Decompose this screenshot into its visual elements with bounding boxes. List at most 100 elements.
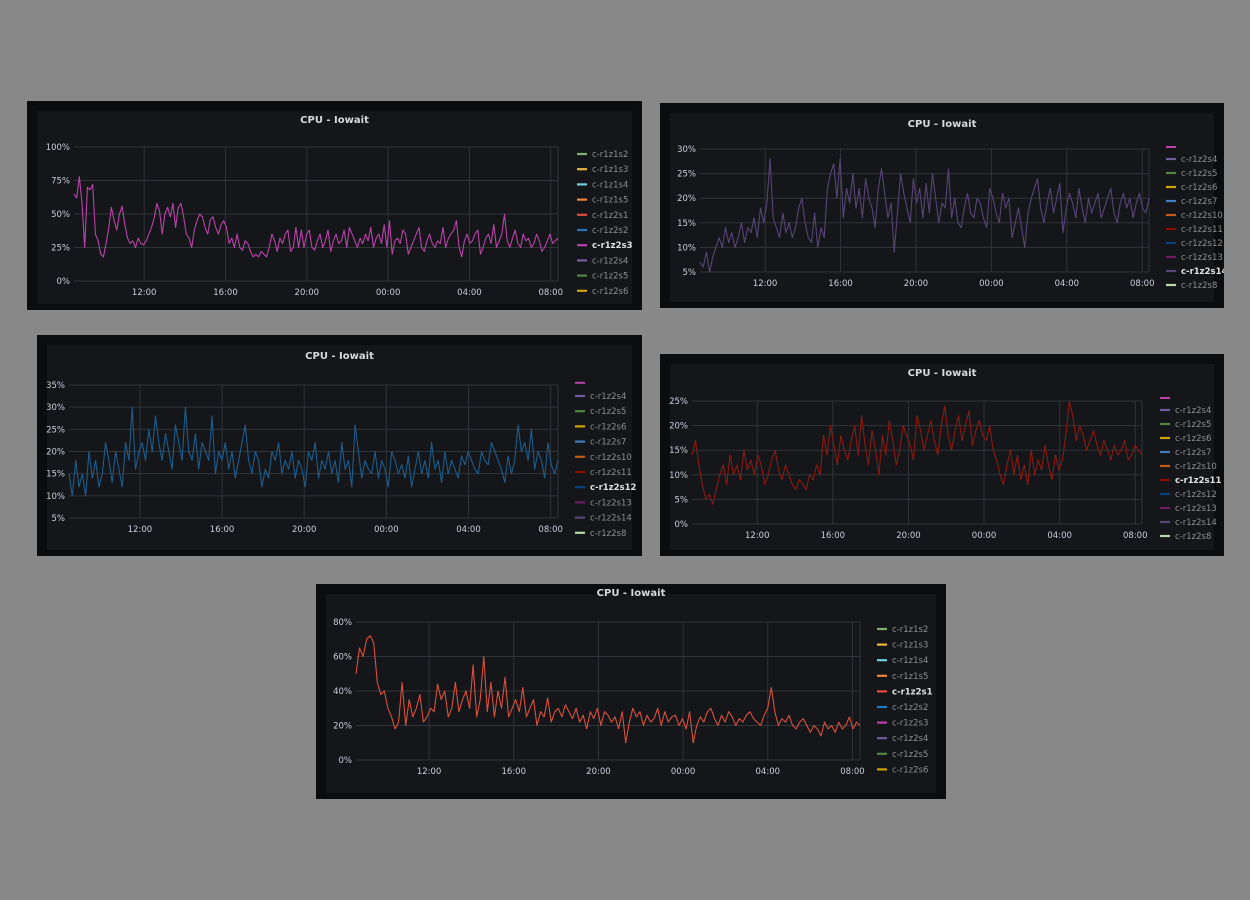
y-tick-label: 5% [52,514,66,524]
y-tick-label: 30% [46,403,65,413]
y-tick-label: 25% [46,425,65,435]
legend-item-label[interactable]: c-r1z2s6 [592,287,628,297]
legend-item-label[interactable]: c-r1z2s12 [590,483,637,493]
legend-item-label[interactable]: c-r1z2s13 [1175,504,1217,514]
y-tick-label: 15% [46,470,65,480]
legend-item-label[interactable]: c-r1z1s2 [892,625,928,635]
panel-inner [670,113,1214,302]
legend-item-label[interactable]: c-r1z2s10 [590,453,632,463]
legend-item-label[interactable]: c-r1z2s8 [1181,281,1217,291]
chart-panel-5: CPU - Iowait 0% 20% 40% 60% 80% 12:00 16:00 20:0… [316,584,946,799]
legend-item-label[interactable]: c-r1z2s10 [1175,462,1217,472]
legend-item-label[interactable]: c-r1z1s2 [592,150,628,160]
legend-item-label[interactable]: c-r1z2s6 [1181,183,1217,193]
series-line [691,400,1143,505]
legend-item-label[interactable]: c-r1z2s3 [592,241,633,251]
chart-2-svg: CPU - Iowait 5% 10% 15% 20% 25% 30% 12:00 16:00 2… [670,113,1224,302]
legend-item-label[interactable]: c-r1z2s4 [1175,406,1211,416]
y-tick-label: 100% [46,143,70,153]
legend-item-label[interactable]: c-r1z1s4 [892,656,928,666]
chart-1-svg: CPU - Iowait 0% 25% 50% 75% 100% 12:00 16:00 20:… [37,111,633,304]
chart-panel-3: CPU - Iowait 5% 10% 15% 20% 25% 30% 35% 12:00 16:… [37,335,642,556]
legend-item-label[interactable]: c-r1z2s11 [1181,225,1223,235]
panel-inner [37,111,632,304]
chart-panel-2: CPU - Iowait 5% 10% 15% 20% 25% 30% 12:00 16:00 2… [660,103,1224,308]
chart-panel-1: CPU - Iowait 0% 25% 50% 75% 100% 12:00 16:00 20:… [27,101,642,310]
legend-item-label[interactable]: c-r1z2s4 [592,256,628,266]
legend-item-label[interactable]: c-r1z2s1 [892,687,933,697]
legend-item-label[interactable]: c-r1z2s1 [592,211,628,221]
panel-inner [326,594,936,793]
legend-item-label[interactable]: c-r1z2s5 [590,407,626,417]
y-tick-label: 20% [333,722,352,732]
legend-item-label[interactable]: c-r1z2s5 [592,272,628,282]
x-tick-label: 00:00 [979,279,1004,289]
y-tick-label: 0% [57,277,71,287]
legend-item-label[interactable]: c-r1z2s12 [1181,239,1223,249]
y-tick-label: 50% [51,210,70,220]
y-tick-label: 20% [677,194,696,204]
legend-item-label[interactable]: c-r1z2s4 [1181,155,1217,165]
y-tick-label: 5% [675,495,689,505]
x-tick-label: 04:00 [456,525,481,535]
x-tick-label: 08:00 [538,525,563,535]
chart-4-svg: CPU - Iowait 0% 5% 10% 15% 20% 25% 12:00 16:00 20… [669,364,1222,550]
legend-item-label[interactable]: c-r1z2s5 [892,750,928,760]
x-tick-label: 08:00 [1130,279,1155,289]
legend-item-label[interactable]: c-r1z1s4 [592,180,628,190]
legend-item-label[interactable]: c-r1z2s12 [1175,490,1217,500]
x-tick-label: 04:00 [1055,279,1080,289]
legend-item-label[interactable]: c-r1z2s14 [1181,267,1224,277]
x-tick-label: 20:00 [896,531,921,541]
legend-item-label[interactable]: c-r1z2s2 [892,703,928,713]
y-tick-label: 80% [333,618,352,628]
y-tick-label: 15% [669,446,688,456]
legend-item-label[interactable]: c-r1z2s7 [590,438,626,448]
legend-item-label[interactable]: c-r1z2s8 [590,529,626,539]
legend-item-label[interactable]: c-r1z2s14 [590,514,632,524]
legend-item-label[interactable]: c-r1z1s3 [892,641,928,651]
legend-item-label[interactable]: c-r1z2s7 [1175,448,1211,458]
y-tick-label: 30% [677,145,696,155]
legend-item-label[interactable]: c-r1z2s4 [590,392,626,402]
y-tick-label: 25% [677,170,696,180]
series-line [699,158,1150,273]
legend-item-label[interactable]: c-r1z1s3 [592,165,628,175]
legend-item-label[interactable]: c-r1z2s6 [590,422,626,432]
y-tick-label: 15% [677,219,696,229]
chart-3-svg: CPU - Iowait 5% 10% 15% 20% 25% 30% 35% 12:00 16:… [46,345,637,550]
series-line [355,635,861,744]
y-tick-label: 75% [51,177,70,187]
legend-item-label[interactable]: c-r1z2s8 [1175,532,1211,542]
y-tick-label: 10% [677,243,696,253]
legend-item-label[interactable]: c-r1z2s10 [1181,211,1223,221]
x-tick-label: 00:00 [376,288,401,298]
legend-item-label[interactable]: c-r1z2s5 [1175,420,1211,430]
legend-item-label[interactable]: c-r1z2s13 [590,498,632,508]
legend-item-label[interactable]: c-r1z2s4 [892,734,928,744]
legend-item-label[interactable]: c-r1z2s11 [1175,476,1222,486]
series-line [68,406,559,497]
chart-title: CPU - Iowait [908,368,977,379]
legend-item-label[interactable]: c-r1z2s3 [892,719,928,729]
y-tick-label: 0% [339,756,353,766]
legend-item-label[interactable]: c-r1z2s7 [1181,197,1217,207]
y-tick-label: 25% [51,244,70,254]
legend-item-label[interactable]: c-r1z2s6 [1175,434,1211,444]
chart-title: CPU - Iowait [908,119,977,130]
x-tick-label: 00:00 [671,767,696,777]
y-tick-label: 5% [683,268,697,278]
x-tick-label: 20:00 [904,279,929,289]
y-tick-label: 20% [46,448,65,458]
y-tick-label: 25% [669,397,688,407]
legend-item-label[interactable]: c-r1z2s5 [1181,169,1217,179]
legend-item-label[interactable]: c-r1z2s2 [592,226,628,236]
legend-item-label[interactable]: c-r1z1s5 [892,672,928,682]
legend-item-label[interactable]: c-r1z2s6 [892,765,928,775]
legend-item-label[interactable]: c-r1z2s11 [590,468,632,478]
x-tick-label: 12:00 [132,288,157,298]
x-tick-label: 12:00 [417,767,442,777]
legend-item-label[interactable]: c-r1z2s13 [1181,253,1223,263]
legend-item-label[interactable]: c-r1z2s14 [1175,518,1217,528]
legend-item-label[interactable]: c-r1z1s5 [592,196,628,206]
